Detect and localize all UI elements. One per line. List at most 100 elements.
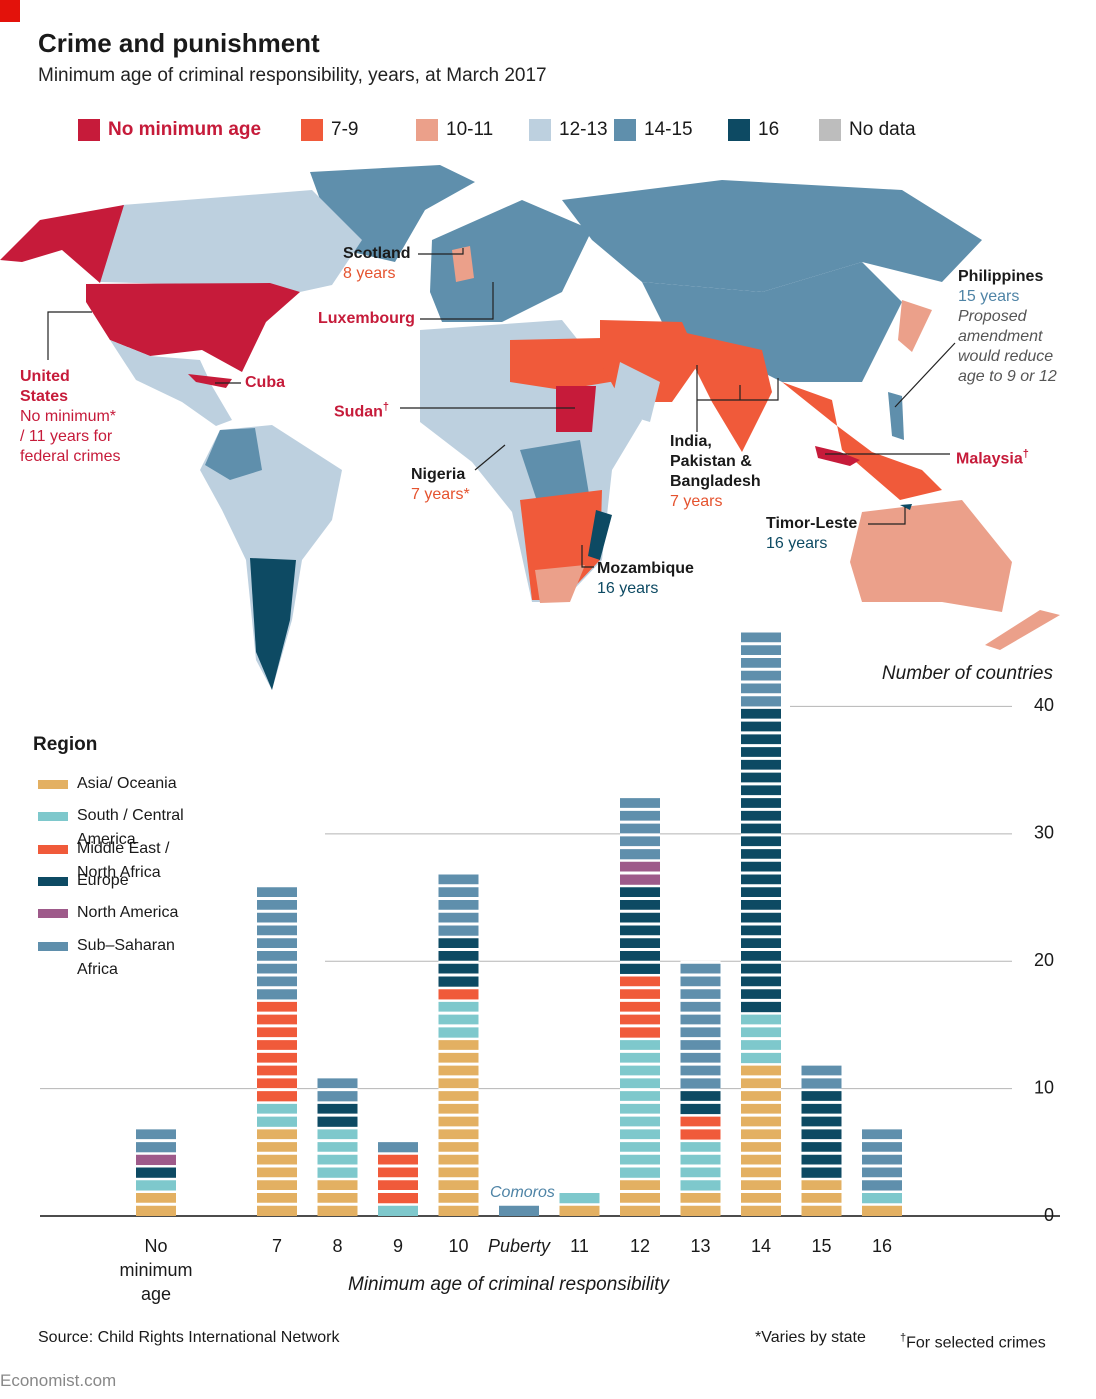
south-america <box>200 425 342 690</box>
annotation-note: 7 years* <box>411 486 470 503</box>
bar-segment <box>620 795 660 860</box>
bar-segment <box>801 1177 842 1216</box>
bar-segment <box>438 999 479 1038</box>
arabia <box>610 362 660 422</box>
x-tick-label: 14 <box>750 1236 772 1256</box>
scotland <box>452 246 474 282</box>
bar-segment <box>378 1139 418 1153</box>
timor-leste <box>900 504 912 510</box>
annotation-mark: † <box>382 401 390 413</box>
legend-swatch <box>38 780 68 789</box>
leader-line <box>894 342 956 408</box>
annotation-label: United <box>20 368 70 385</box>
legend-label: Middle East / North Africa <box>77 839 170 881</box>
annotation-note: 16 years <box>597 580 659 597</box>
colombia <box>205 428 262 480</box>
north-africa <box>510 338 622 390</box>
legend-swatch <box>529 119 551 141</box>
legend-swatch <box>78 119 100 141</box>
annotation: Comoros <box>490 1184 555 1201</box>
bar-segment <box>499 1203 539 1216</box>
legend-label: No minimum age <box>108 119 262 140</box>
x-tick-label: 11 <box>570 1236 589 1256</box>
bar-segment <box>438 986 479 1000</box>
annotation-note: 8 years <box>343 265 396 282</box>
x-tick-label: 7 <box>271 1236 282 1256</box>
argentina <box>250 558 296 690</box>
legend-label: 12-13 <box>559 119 608 140</box>
legend-label: South / Central America <box>77 807 184 849</box>
leader-line <box>47 311 92 360</box>
annotation: United States No minimum* / 11 years for… <box>20 367 120 467</box>
annotation-label: Nigeria <box>411 466 466 483</box>
legend-swatch <box>38 941 68 951</box>
annotation-detail: amendment <box>958 328 1043 345</box>
legend-swatch <box>38 844 68 854</box>
annotation-detail: Proposed <box>958 308 1027 325</box>
annotation-label: Luxembourg <box>318 310 415 327</box>
x-tick-label: 16 <box>871 1236 893 1256</box>
canada <box>100 190 362 292</box>
legend-swatch <box>416 119 438 141</box>
annotation: Timor-Leste 16 years <box>766 514 857 554</box>
x-tick-label: 10 <box>448 1236 469 1256</box>
legend-swatch <box>614 119 636 141</box>
annotation: Philippines 15 years Proposed amendment … <box>958 267 1057 387</box>
bar-segment <box>438 872 479 936</box>
brand: Economist.com <box>0 1371 117 1390</box>
legend-title: Region <box>33 734 98 755</box>
title: Crime and punishment <box>38 28 320 58</box>
footnote: *Varies by state <box>755 1329 866 1346</box>
legend-label: North America <box>77 904 179 922</box>
bar-segment <box>136 1165 176 1178</box>
leader-line <box>697 378 779 401</box>
india <box>682 332 772 452</box>
annotation-note: 16 years <box>766 535 828 552</box>
y-tick-label: 10 <box>1034 1077 1054 1097</box>
bar-segment <box>257 884 297 1000</box>
japan <box>898 300 932 352</box>
x-tick-label: 13 <box>690 1236 711 1256</box>
x-tick-label: Puberty <box>487 1236 551 1256</box>
annotation: Sudan† <box>334 397 389 422</box>
bar-segment <box>559 1190 600 1204</box>
legend-swatch <box>819 119 841 141</box>
legend-label: 10-11 <box>446 119 494 140</box>
leaders <box>47 248 956 568</box>
annotation-label: Philippines <box>958 268 1044 285</box>
legend-label: 16 <box>758 119 780 140</box>
south-africa <box>535 565 585 603</box>
bar-segment <box>862 1203 902 1216</box>
bar-segment <box>136 1152 176 1166</box>
leader-line <box>868 507 906 525</box>
annotation-label: Mozambique <box>597 560 694 577</box>
bar-chart: 0 10 20 30 40 <box>40 629 1060 1225</box>
bar-segment <box>378 1203 418 1216</box>
bar-segment <box>317 1177 358 1216</box>
leader-line <box>420 282 494 320</box>
source: Source: Child Rights International Netwo… <box>38 1329 340 1346</box>
annotation-label: India, <box>670 433 712 450</box>
sudan <box>556 386 596 432</box>
bar-segment <box>559 1203 600 1216</box>
united-states <box>86 283 300 372</box>
europe <box>430 200 592 322</box>
annotation-label: Cuba <box>245 374 285 391</box>
cuba <box>188 374 232 388</box>
legend-swatch <box>38 812 68 822</box>
annotation: Malaysia† <box>956 444 1029 469</box>
bar-segment <box>620 1177 660 1216</box>
legend-swatch <box>38 909 68 919</box>
annotation-note: / 11 years for <box>20 428 113 445</box>
bar-segment <box>620 1037 660 1178</box>
legend-label: No data <box>849 119 916 140</box>
philippines <box>888 392 904 440</box>
footnote-mark: † <box>900 1332 907 1344</box>
annotation-label: Bangladesh <box>670 473 761 490</box>
footnote: †For selected crimes <box>900 1328 1046 1353</box>
china <box>642 262 902 382</box>
subtitle: Minimum age of criminal responsibility, … <box>38 65 547 86</box>
x-tick-label: 8 <box>332 1236 343 1256</box>
malaysia <box>815 446 860 466</box>
annotation-label: States <box>20 388 69 405</box>
